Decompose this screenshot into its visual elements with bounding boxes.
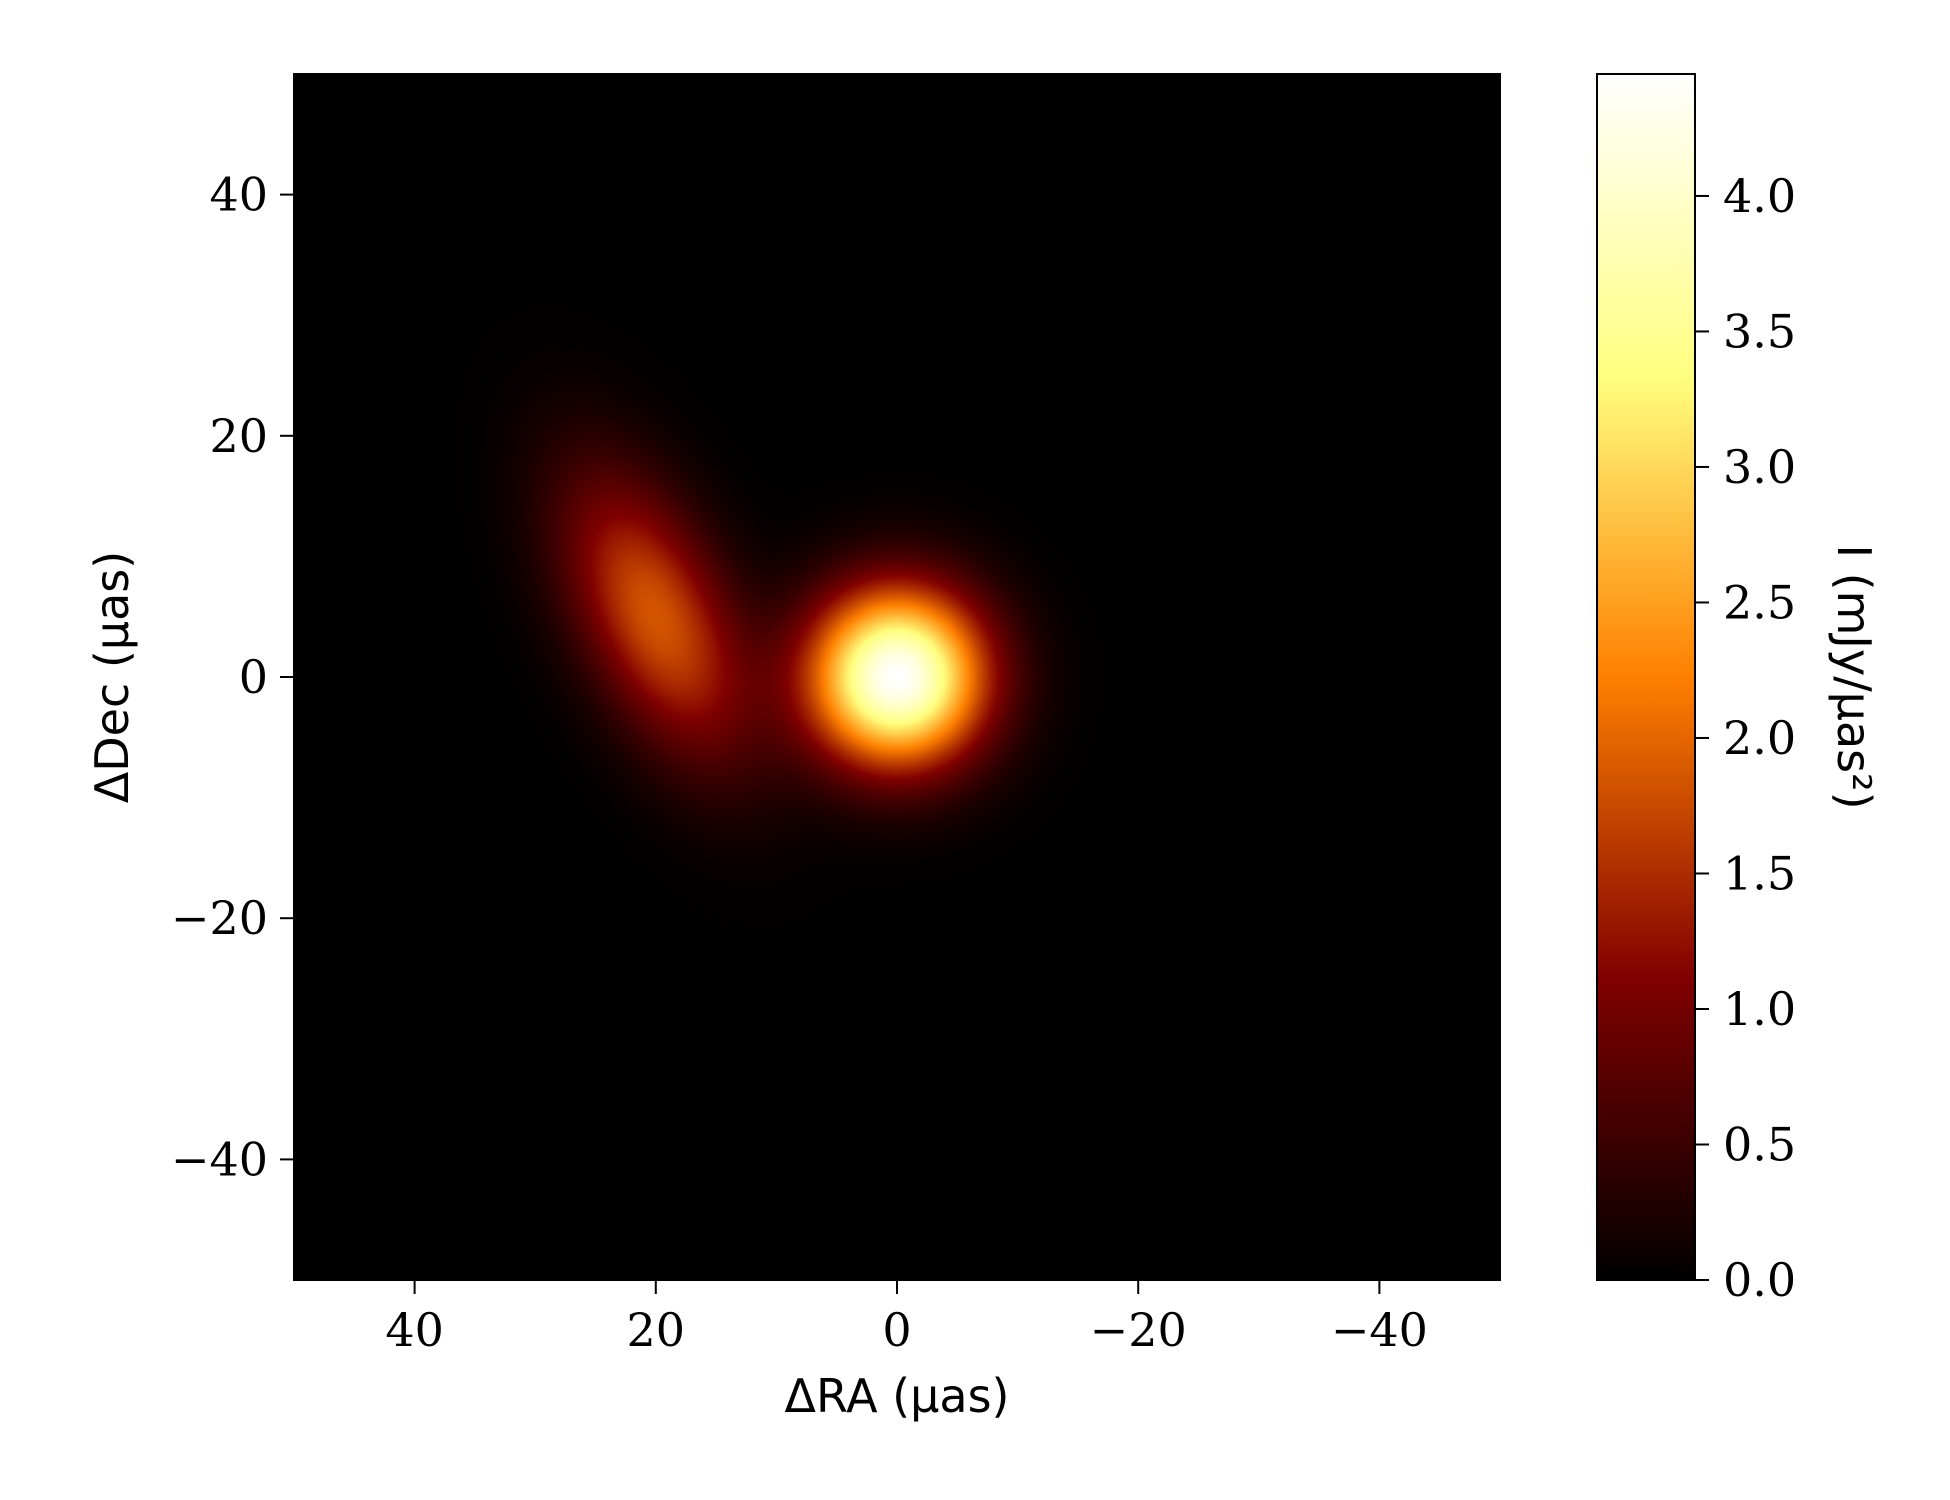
x-tick-label: 40 <box>385 1303 444 1357</box>
colorbar-tick-label: 2.0 <box>1723 711 1796 765</box>
colorbar-tick-label: 3.0 <box>1723 440 1796 494</box>
colorbar-tick-label: 1.5 <box>1723 846 1796 900</box>
y-tick-label: −40 <box>171 1132 268 1186</box>
colorbar <box>1596 73 1696 1281</box>
x-axis: 40 20 0 −20 −40 <box>385 1280 1428 1357</box>
colorbar-tick-label: 0.0 <box>1723 1253 1796 1307</box>
image-plot <box>293 73 1501 1281</box>
colorbar-tick-label: 1.0 <box>1723 982 1796 1036</box>
colorbar-gradient <box>1597 74 1695 1280</box>
y-tick-label: −20 <box>171 891 268 945</box>
intensity-image <box>294 74 1500 1280</box>
colorbar-tick-label: 2.5 <box>1723 575 1796 629</box>
colorbar-frame <box>1596 73 1696 1281</box>
y-tick-label: 0 <box>239 650 268 704</box>
colorbar-tick-label: 3.5 <box>1723 304 1796 358</box>
x-tick-label: 20 <box>627 1303 686 1357</box>
colorbar-axis: 0.0 0.5 1.0 1.5 2.0 2.5 3.0 3.5 4.0 <box>1695 169 1796 1307</box>
y-tick-label: 40 <box>209 168 268 222</box>
colorbar-label: I (mJy/μas²) <box>1827 544 1881 809</box>
colorbar-tick-label: 4.0 <box>1723 169 1796 223</box>
x-axis-label: ΔRA (μas) <box>785 1369 1010 1423</box>
colorbar-tick-label: 0.5 <box>1723 1117 1796 1171</box>
x-tick-label: 0 <box>882 1303 911 1357</box>
y-axis-label: ΔDec (μas) <box>85 551 139 803</box>
x-tick-label: −20 <box>1090 1303 1187 1357</box>
y-tick-label: 20 <box>209 409 268 463</box>
x-tick-label: −40 <box>1331 1303 1428 1357</box>
y-axis: 40 20 0 −20 −40 <box>171 168 294 1186</box>
